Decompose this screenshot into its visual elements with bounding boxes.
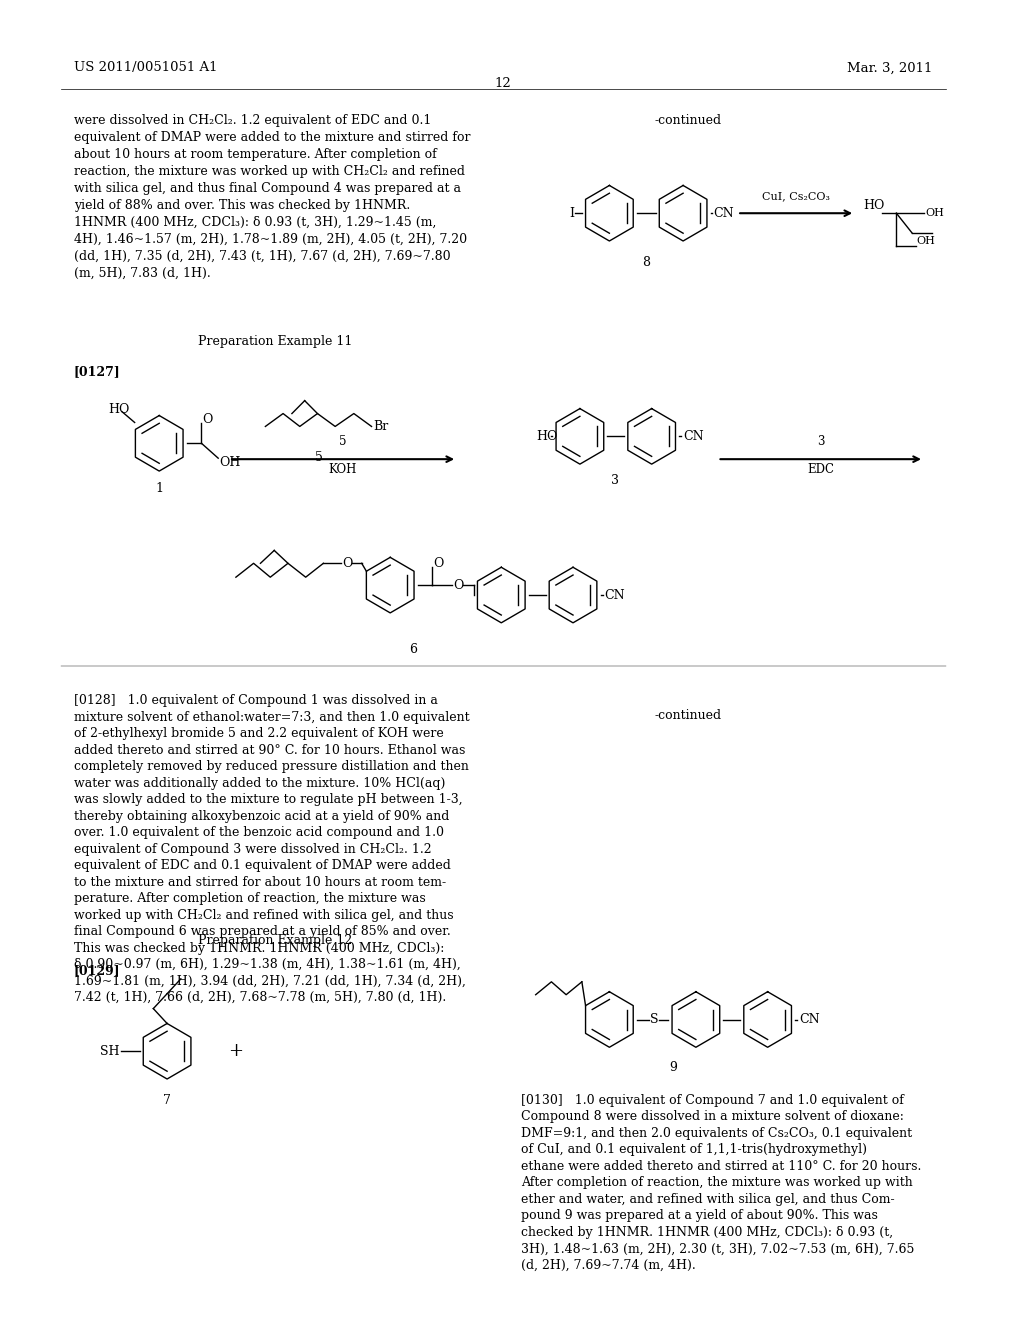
Text: CN: CN (714, 207, 734, 219)
Text: OH: OH (219, 455, 241, 469)
Text: CN: CN (604, 589, 625, 602)
Text: -continued: -continued (654, 114, 722, 127)
Text: O: O (453, 578, 464, 591)
Text: [0129]: [0129] (74, 964, 121, 977)
Text: Preparation Example 11: Preparation Example 11 (198, 335, 352, 348)
Text: -continued: -continued (654, 709, 722, 722)
Text: 1: 1 (156, 482, 163, 495)
Text: 9: 9 (670, 1061, 677, 1074)
Text: HO: HO (109, 403, 129, 416)
Text: [0130]   1.0 equivalent of Compound 7 and 1.0 equivalent of
Compound 8 were diss: [0130] 1.0 equivalent of Compound 7 and … (521, 1094, 922, 1272)
Text: CN: CN (683, 430, 703, 444)
Text: KOH: KOH (329, 463, 357, 477)
Text: CuI, Cs₂CO₃: CuI, Cs₂CO₃ (762, 191, 830, 202)
Text: OH: OH (925, 209, 944, 218)
Text: were dissolved in CH₂Cl₂. 1.2 equivalent of EDC and 0.1
equivalent of DMAP were : were dissolved in CH₂Cl₂. 1.2 equivalent… (74, 114, 470, 280)
Text: US 2011/0051051 A1: US 2011/0051051 A1 (74, 62, 217, 74)
Text: 8: 8 (642, 256, 650, 269)
Text: HO: HO (537, 430, 558, 444)
Text: 3: 3 (817, 436, 824, 449)
Text: EDC: EDC (807, 463, 835, 477)
Text: Br: Br (374, 420, 389, 433)
Text: [0128]   1.0 equivalent of Compound 1 was dissolved in a
mixture solvent of etha: [0128] 1.0 equivalent of Compound 1 was … (74, 694, 469, 1005)
Text: 6: 6 (409, 643, 417, 656)
Text: OH: OH (916, 236, 935, 246)
Text: O: O (342, 557, 352, 570)
Text: 5: 5 (339, 436, 347, 449)
Text: O: O (203, 413, 213, 426)
Text: 7: 7 (163, 1094, 171, 1107)
Text: SH: SH (100, 1044, 120, 1057)
Text: S: S (649, 1012, 658, 1026)
Text: HO: HO (863, 199, 885, 211)
Text: 12: 12 (495, 78, 512, 90)
Text: +: + (228, 1043, 244, 1060)
Text: Preparation Example 12: Preparation Example 12 (198, 935, 352, 948)
Text: I: I (569, 207, 574, 219)
Text: 3: 3 (611, 474, 620, 487)
Text: Mar. 3, 2011: Mar. 3, 2011 (848, 62, 933, 74)
Text: [0127]: [0127] (74, 364, 121, 378)
Text: 5: 5 (314, 451, 323, 465)
Text: CN: CN (799, 1012, 819, 1026)
Text: O: O (433, 557, 443, 570)
